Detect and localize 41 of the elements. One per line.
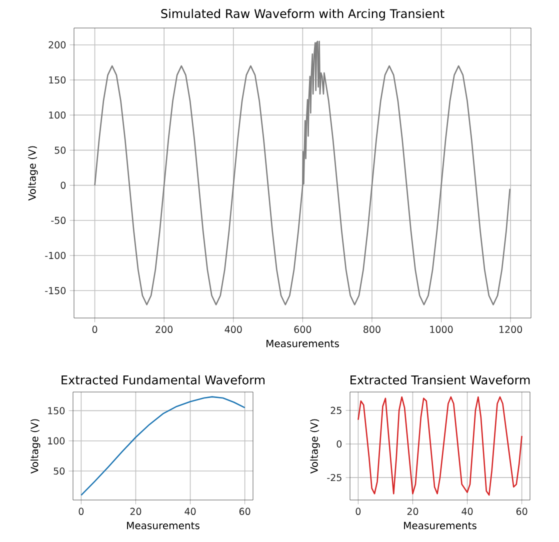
y-tick-label: -25 [327,474,342,482]
x-tick-label: 60 [516,508,528,515]
x-tick-label: 1000 [430,326,453,333]
x-tick-label: 60 [239,508,250,515]
x-tick-label: 1200 [500,326,522,333]
x-tick-label: 20 [407,508,418,515]
x-tick-label: 200 [156,326,173,333]
y-tick-label: 0 [336,440,342,448]
x-axis-title: Measurements [404,522,476,530]
y-tick-label: 150 [48,407,65,414]
y-tick-label: 50 [54,467,65,475]
y-tick-label: 200 [48,41,66,48]
y-axis-title: Voltage (V) [28,146,38,201]
x-axis-title: Measurements [127,522,200,530]
x-axis-title: Measurements [266,340,339,348]
y-tick-label: -100 [45,252,66,260]
x-tick-label: 800 [364,326,380,333]
y-axis-title: Voltage (V) [30,419,40,474]
y-tick-label: 100 [48,437,65,444]
x-tick-label: 40 [184,508,196,515]
y-tick-label: 50 [54,146,66,154]
x-tick-label: 0 [356,508,361,515]
chart-title: Extracted Transient Waveform [350,375,530,384]
line-series [94,40,511,306]
y-tick-label: -50 [51,216,66,224]
y-tick-label: -150 [45,287,66,294]
x-tick-label: 600 [294,326,312,333]
x-tick-label: 40 [462,508,473,515]
chart-title: Simulated Raw Waveform with Arcing Transient [161,8,444,20]
y-tick-label: 150 [49,76,66,84]
x-tick-label: 0 [92,326,98,333]
y-tick-label: 0 [60,182,66,189]
chart-title: Extracted Fundamental Waveform [62,375,265,384]
y-tick-label: 25 [330,406,342,414]
y-tick-label: 100 [49,111,66,119]
line-series [80,396,246,496]
x-tick-label: 400 [224,326,242,333]
x-tick-label: 0 [78,508,84,515]
y-axis-title: Voltage (V) [310,419,320,474]
x-tick-label: 20 [130,508,142,515]
line-series [358,396,522,496]
